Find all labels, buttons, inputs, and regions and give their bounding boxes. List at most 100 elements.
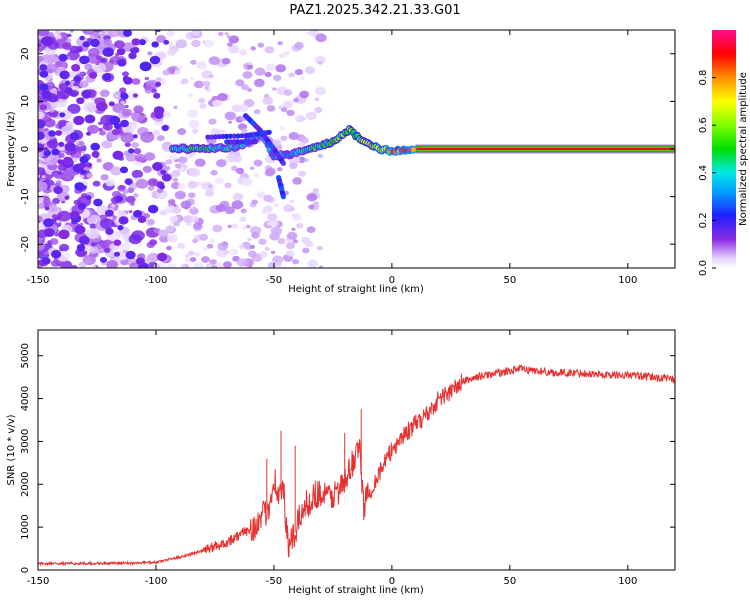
spectrogram-noise-blob bbox=[123, 76, 133, 85]
spectrogram-noise-blob bbox=[317, 61, 323, 65]
spectrogram-noise-blob bbox=[304, 66, 315, 75]
spectrogram-noise-blob bbox=[164, 165, 171, 171]
spectrogram-noise-blob bbox=[264, 46, 275, 54]
spectrogram-noise-blob bbox=[118, 216, 129, 225]
spectrogram-noise-blob bbox=[259, 251, 268, 258]
colorbar-tick-label: 0.6 bbox=[698, 117, 709, 133]
spectrogram-noise-blob bbox=[206, 243, 214, 249]
spectrogram-noise-blob bbox=[286, 231, 298, 240]
spectrogram-noise-blob bbox=[209, 259, 217, 265]
spectrogram-noise-blob bbox=[155, 77, 162, 83]
spectrogram-noise-blob bbox=[105, 209, 114, 217]
spectrogram-noise-blob bbox=[111, 204, 116, 208]
spectrogram-noise-blob bbox=[187, 109, 199, 118]
spectrogram-noise-blob bbox=[135, 257, 145, 266]
spectrogram-noise-blob bbox=[249, 244, 255, 249]
figure-title: PAZ1.2025.342.21.33.G01 bbox=[289, 3, 460, 18]
spectrogram-noise-blob bbox=[283, 100, 293, 109]
spectrogram-y-tick-label: -20 bbox=[20, 236, 31, 252]
spectrogram-noise-blob bbox=[299, 90, 310, 99]
snr-y-label: SNR (10 * v/v) bbox=[6, 414, 17, 485]
spectrogram-noise-blob bbox=[189, 168, 201, 177]
spectrogram-noise-blob bbox=[194, 251, 201, 257]
snr-y-tick-label: 1000 bbox=[20, 514, 31, 539]
spectrogram-noise-blob bbox=[214, 177, 224, 185]
spectrogram-noise-blob bbox=[108, 101, 115, 107]
spectrogram-noise-blob bbox=[194, 158, 206, 167]
spectrogram-noise-blob bbox=[38, 236, 43, 242]
spectrogram-noise-blob bbox=[42, 53, 57, 64]
spectrogram-noise-blob bbox=[162, 69, 171, 76]
trace-branch-blob bbox=[280, 160, 286, 166]
spectrogram-noise-blob bbox=[208, 56, 220, 65]
spectrogram-noise-blob bbox=[69, 132, 80, 141]
spectrogram-noise-blob bbox=[79, 55, 90, 65]
spectrogram-noise-blob bbox=[273, 74, 282, 82]
spectrogram-noise-blob bbox=[140, 131, 155, 143]
colorbar-label: Normalized spectral amplitude bbox=[738, 72, 749, 226]
spectrogram-noise-blob bbox=[86, 228, 100, 239]
spectrogram-noise-blob bbox=[39, 83, 49, 91]
spectrogram-noise-blob bbox=[224, 182, 232, 189]
spectrogram-noise-blob bbox=[92, 180, 101, 187]
spectrogram-noise-blob bbox=[48, 205, 58, 213]
spectrogram-noise-blob bbox=[128, 148, 135, 154]
spectrogram-noise-blob bbox=[64, 80, 71, 86]
spectrogram-noise-blob bbox=[196, 181, 202, 186]
spectrogram-noise-blob bbox=[292, 259, 300, 265]
snr-y-tick-label: 4000 bbox=[20, 386, 31, 411]
spectrogram-noise-blob bbox=[38, 151, 44, 158]
snr-x-tick-label: -100 bbox=[145, 576, 168, 587]
spectrogram-noise-blob bbox=[232, 192, 244, 201]
spectrogram-noise-blob bbox=[172, 206, 182, 214]
spectrogram-noise-blob bbox=[170, 181, 181, 190]
spectrogram-noise-blob bbox=[273, 203, 279, 207]
spectrogram-noise-blob bbox=[147, 219, 155, 225]
spectrogram-noise-blob bbox=[291, 227, 296, 231]
spectrogram-noise-blob bbox=[178, 167, 186, 173]
spectrogram-noise-blob bbox=[264, 246, 270, 251]
trace-branch-blob bbox=[205, 134, 211, 140]
spectrogram-noise-blob bbox=[38, 111, 45, 120]
spectrogram-noise-blob bbox=[277, 238, 286, 245]
spectrogram-noise-blob bbox=[209, 238, 215, 243]
spectrogram-noise-blob bbox=[51, 148, 60, 156]
spectrogram-noise-blob bbox=[147, 51, 153, 56]
spectrogram-noise-blob bbox=[227, 42, 233, 47]
spectrogram-noise-blob bbox=[159, 209, 168, 216]
spectrogram-y-tick-label: 20 bbox=[20, 47, 31, 60]
spectrogram-noise-blob bbox=[251, 199, 258, 205]
spectrogram-noise-blob bbox=[231, 104, 242, 113]
spectrogram-noise-blob bbox=[82, 41, 91, 48]
spectrogram-noise-blob bbox=[73, 75, 82, 83]
spectrogram-noise-blob bbox=[258, 238, 267, 245]
spectrogram-noise-blob bbox=[116, 48, 126, 56]
spectrogram-noise-blob bbox=[297, 170, 306, 177]
spectrogram-noise-blob bbox=[306, 226, 316, 234]
spectrogram-noise-blob bbox=[128, 52, 137, 60]
spectrogram-noise-blob bbox=[191, 39, 201, 48]
spectrogram-noise-blob bbox=[128, 210, 133, 214]
spectrogram-noise-blob bbox=[263, 194, 273, 203]
spectrogram-noise-blob bbox=[216, 248, 228, 258]
spectrogram-noise-blob bbox=[275, 261, 282, 267]
spectrogram-noise-blob bbox=[73, 115, 85, 126]
spectrogram-noise-blob bbox=[161, 173, 172, 182]
spectrogram-noise-blob bbox=[319, 265, 324, 268]
spectrogram-noise-blob bbox=[92, 211, 98, 215]
spectrogram-noise-blob bbox=[96, 101, 108, 112]
spectrogram-noise-blob bbox=[124, 142, 131, 148]
spectrogram-noise-blob bbox=[88, 47, 100, 57]
spectrogram-noise-blob bbox=[66, 33, 72, 38]
spectrogram-noise-blob bbox=[263, 205, 273, 213]
spectrogram-noise-blob bbox=[79, 80, 89, 88]
colorbar-tick-label: 0.4 bbox=[698, 165, 709, 181]
spectrogram-noise-blob bbox=[110, 166, 122, 176]
spectrogram-noise-blob bbox=[86, 195, 92, 201]
spectrogram-noise-blob bbox=[123, 30, 132, 37]
spectrogram-noise-blob bbox=[99, 240, 108, 247]
spectrogram-noise-blob bbox=[294, 69, 303, 76]
spectrogram-noise-blob bbox=[266, 213, 278, 222]
